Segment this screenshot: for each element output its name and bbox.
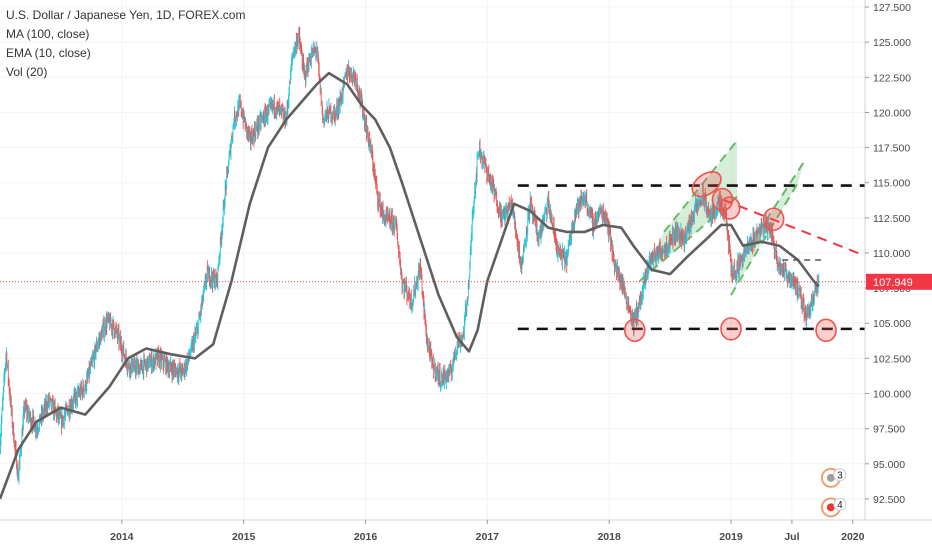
y-tick-label: 117.500 bbox=[873, 143, 910, 155]
x-tick-label: 2017 bbox=[476, 531, 500, 543]
channel-line bbox=[663, 139, 738, 233]
marker-low-2019-aug bbox=[815, 318, 837, 343]
y-tick-label: 95.000 bbox=[873, 459, 905, 471]
legend-vol[interactable]: Vol (20) bbox=[6, 65, 48, 79]
x-tick-label: Jul bbox=[784, 531, 799, 543]
marker-top-2019-apr bbox=[762, 207, 785, 232]
y-tick-label: 97.500 bbox=[873, 424, 905, 436]
y-tick-label: 112.500 bbox=[873, 213, 910, 225]
y-tick-label: 92.500 bbox=[873, 494, 905, 506]
x-tick-label: 2014 bbox=[110, 531, 134, 543]
event-count: 3 bbox=[837, 470, 843, 481]
y-tick-label: 105.000 bbox=[873, 318, 911, 330]
x-tick-label: 2018 bbox=[597, 531, 621, 543]
time-axis-bg bbox=[0, 520, 932, 550]
y-tick-label: 122.500 bbox=[873, 72, 911, 84]
y-tick-label: 102.500 bbox=[873, 353, 911, 365]
x-tick-label: 2020 bbox=[841, 531, 865, 543]
ma-line bbox=[0, 71, 820, 500]
marker-low-2018 bbox=[623, 318, 646, 343]
event-count-bg bbox=[833, 497, 847, 511]
x-tick-label: 2019 bbox=[719, 531, 743, 543]
event-count: 4 bbox=[837, 500, 843, 511]
candles bbox=[0, 26, 820, 485]
legend-ema[interactable]: EMA (10, close) bbox=[6, 46, 91, 60]
x-tick-label: 2015 bbox=[232, 531, 256, 543]
trendline bbox=[722, 198, 866, 257]
y-tick-label: 125.000 bbox=[873, 37, 911, 49]
marker-low-2019-jan bbox=[720, 317, 742, 341]
legend-title: U.S. Dollar / Japanese Yen, 1D, FOREX.co… bbox=[6, 8, 246, 22]
marker-top-2018-oct bbox=[691, 171, 722, 198]
y-tick-label: 110.000 bbox=[873, 248, 910, 260]
last-price-label: 107.949 bbox=[873, 277, 913, 289]
chart-legend: U.S. Dollar / Japanese Yen, 1D, FOREX.co… bbox=[6, 6, 245, 82]
legend-ma[interactable]: MA (100, close) bbox=[6, 27, 90, 41]
event-count-bg bbox=[833, 468, 847, 482]
y-tick-label: 100.000 bbox=[873, 389, 911, 401]
y-tick-label: 115.000 bbox=[873, 178, 910, 190]
us-flag-icon bbox=[826, 473, 835, 482]
last-price-tag bbox=[866, 273, 932, 290]
japan-flag-icon bbox=[826, 503, 835, 512]
x-tick-label: 2016 bbox=[354, 531, 378, 543]
y-tick-label: 127.500 bbox=[873, 2, 911, 14]
y-tick-label: 120.000 bbox=[873, 107, 911, 119]
marker-top-2018-dec bbox=[718, 196, 741, 220]
